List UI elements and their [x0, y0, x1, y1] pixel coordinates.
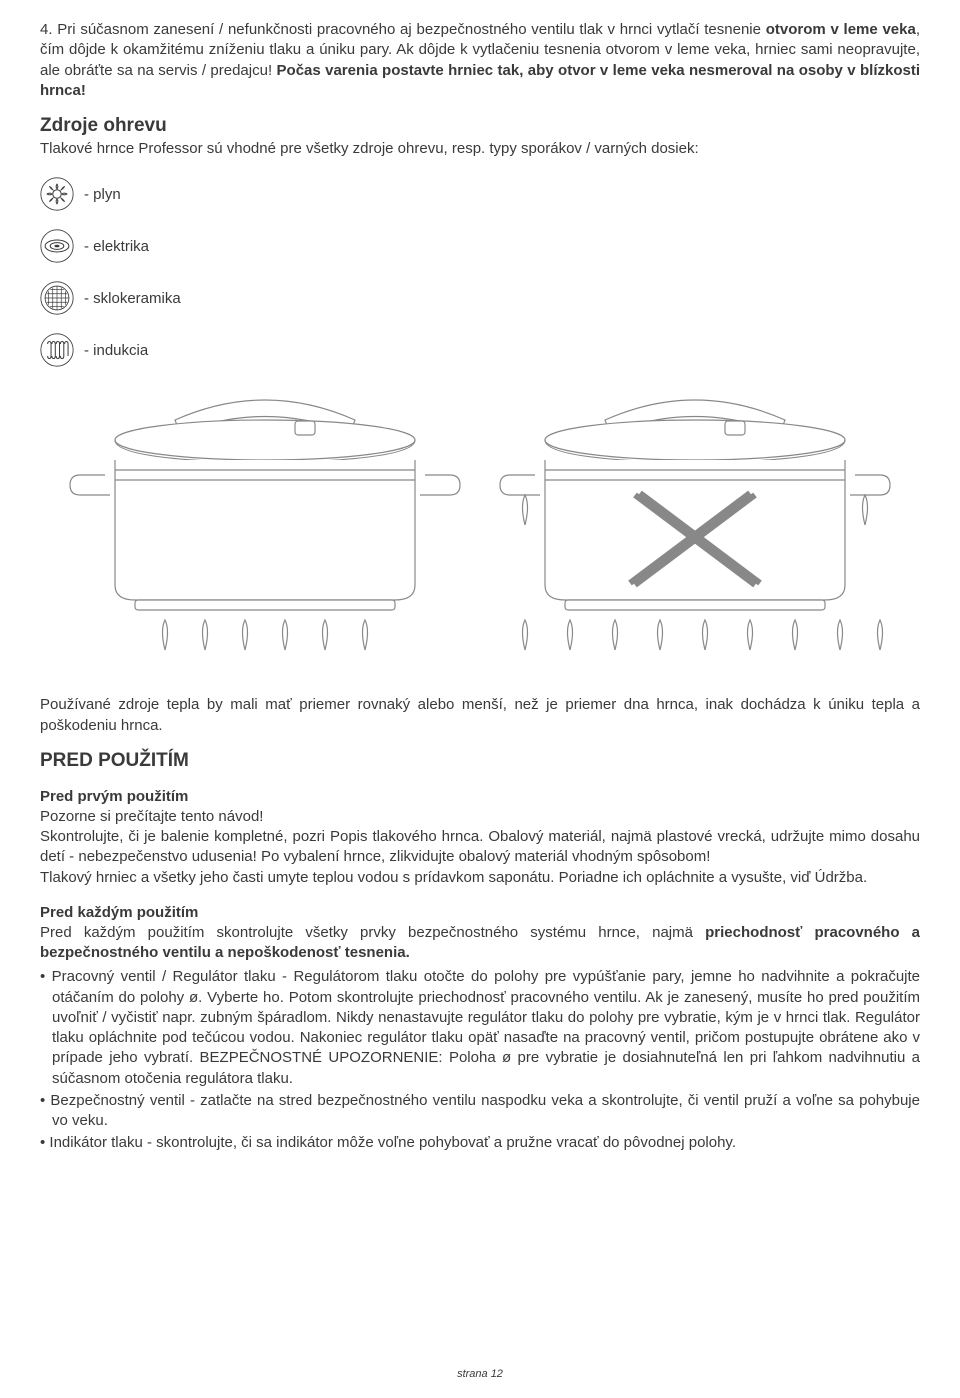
section-zdroje: Zdroje ohrevu Tlakové hrnce Professor sú… [40, 115, 920, 367]
pred-pouzitim-heading: PRED POUŽITÍM [40, 750, 920, 772]
heat-item-induction: - indukcia [40, 333, 920, 367]
pot-incorrect-diagram [495, 385, 895, 665]
ceramic-icon [40, 281, 74, 315]
zdroje-sub: Tlakové hrnce Professor sú vhodné pre vš… [40, 139, 920, 159]
pot-correct-diagram [65, 385, 465, 665]
section-prve: Pred prvým použitím Pozorne si prečítajt… [40, 788, 920, 888]
heat-label-ceramic: - sklokeramika [84, 290, 181, 307]
heat-label-electric: - elektrika [84, 238, 149, 255]
heat-item-ceramic: - sklokeramika [40, 281, 920, 315]
section-kazde: Pred každým použitím Pred každým použití… [40, 904, 920, 1154]
kazde-intro: Pred každým použitím skontrolujte všetky… [40, 923, 920, 964]
prve-p1: Pozorne si prečítajte tento návod! [40, 807, 920, 827]
induction-icon [40, 333, 74, 367]
heat-label-induction: - indukcia [84, 342, 148, 359]
bullet-1: Pracovný ventil / Regulátor tlaku - Regu… [40, 967, 920, 1089]
prve-p3: Tlakový hrniec a všetky jeho časti umyte… [40, 868, 920, 888]
diagram-note: Používané zdroje tepla by mali mať priem… [40, 695, 920, 736]
pot-diagram-row [40, 385, 920, 665]
heat-source-list: - plyn - elektrika [40, 177, 920, 367]
heat-label-gas: - plyn [84, 186, 121, 203]
page-footer: strana 12 [0, 1368, 960, 1380]
intro-bold-1: otvorom v leme veka [766, 21, 916, 38]
gas-icon [40, 177, 74, 211]
kazde-p1-prefix: Pred každým použitím skontrolujte všetky… [40, 924, 705, 941]
zdroje-heading: Zdroje ohrevu [40, 115, 920, 137]
bullet-3: Indikátor tlaku - skontrolujte, či sa in… [40, 1133, 920, 1153]
bullet-2: Bezpečnostný ventil - zatlačte na stred … [40, 1091, 920, 1132]
intro-text-1: 4. Pri súčasnom zanesení / nefunkčnosti … [40, 21, 766, 38]
intro-paragraph: 4. Pri súčasnom zanesení / nefunkčnosti … [40, 20, 920, 101]
prve-heading: Pred prvým použitím [40, 788, 920, 805]
heat-item-electric: - elektrika [40, 229, 920, 263]
heat-item-gas: - plyn [40, 177, 920, 211]
kazde-bullets: Pracovný ventil / Regulátor tlaku - Regu… [40, 967, 920, 1153]
electric-icon [40, 229, 74, 263]
prve-p2: Skontrolujte, či je balenie kompletné, p… [40, 827, 920, 868]
kazde-heading: Pred každým použitím [40, 904, 920, 921]
